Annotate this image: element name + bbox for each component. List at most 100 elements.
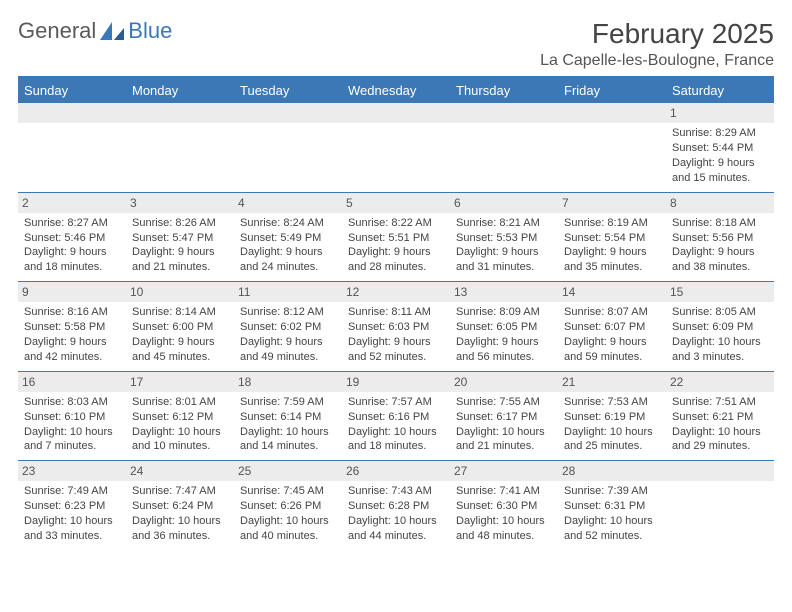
weekday-monday: Monday xyxy=(126,78,234,103)
sunrise-text: Sunrise: 8:11 AM xyxy=(348,305,444,320)
daylight-text: Daylight: 10 hours and 40 minutes. xyxy=(240,514,336,544)
calendar-cell: 27Sunrise: 7:41 AMSunset: 6:30 PMDayligh… xyxy=(450,460,558,550)
sunset-text: Sunset: 5:44 PM xyxy=(672,141,768,156)
sunrise-text: Sunrise: 7:59 AM xyxy=(240,395,336,410)
day-number: 6 xyxy=(450,193,558,213)
sunrise-text: Sunrise: 8:01 AM xyxy=(132,395,228,410)
daylight-text: Daylight: 9 hours and 35 minutes. xyxy=(564,245,660,275)
logo-sail-icon xyxy=(98,20,126,42)
day-number: 8 xyxy=(666,193,774,213)
day-number: 28 xyxy=(558,461,666,481)
day-number: 12 xyxy=(342,282,450,302)
sunrise-text: Sunrise: 7:41 AM xyxy=(456,484,552,499)
day-number: 5 xyxy=(342,193,450,213)
calendar-cell: 15Sunrise: 8:05 AMSunset: 6:09 PMDayligh… xyxy=(666,281,774,371)
sunset-text: Sunset: 6:31 PM xyxy=(564,499,660,514)
header: General Blue February 2025 La Capelle-le… xyxy=(18,18,774,70)
daylight-text: Daylight: 10 hours and 25 minutes. xyxy=(564,425,660,455)
calendar-cell: 9Sunrise: 8:16 AMSunset: 5:58 PMDaylight… xyxy=(18,281,126,371)
sunset-text: Sunset: 6:10 PM xyxy=(24,410,120,425)
daylight-text: Daylight: 10 hours and 7 minutes. xyxy=(24,425,120,455)
logo-text-general: General xyxy=(18,18,96,44)
day-number: 25 xyxy=(234,461,342,481)
weekday-sunday: Sunday xyxy=(18,78,126,103)
day-number-empty xyxy=(558,103,666,123)
calendar-cell xyxy=(18,103,126,192)
sunrise-text: Sunrise: 8:19 AM xyxy=(564,216,660,231)
sunset-text: Sunset: 5:54 PM xyxy=(564,231,660,246)
weekday-tuesday: Tuesday xyxy=(234,78,342,103)
day-number: 21 xyxy=(558,372,666,392)
sunset-text: Sunset: 6:26 PM xyxy=(240,499,336,514)
calendar-cell xyxy=(234,103,342,192)
day-number: 7 xyxy=(558,193,666,213)
sunrise-text: Sunrise: 7:51 AM xyxy=(672,395,768,410)
sunset-text: Sunset: 6:00 PM xyxy=(132,320,228,335)
day-number: 19 xyxy=(342,372,450,392)
weekday-thursday: Thursday xyxy=(450,78,558,103)
daylight-text: Daylight: 9 hours and 49 minutes. xyxy=(240,335,336,365)
calendar-cell xyxy=(666,460,774,550)
weekday-saturday: Saturday xyxy=(666,78,774,103)
day-number: 24 xyxy=(126,461,234,481)
day-number: 27 xyxy=(450,461,558,481)
sunset-text: Sunset: 5:56 PM xyxy=(672,231,768,246)
day-number: 2 xyxy=(18,193,126,213)
calendar-cell: 19Sunrise: 7:57 AMSunset: 6:16 PMDayligh… xyxy=(342,371,450,461)
sunset-text: Sunset: 6:16 PM xyxy=(348,410,444,425)
daylight-text: Daylight: 10 hours and 36 minutes. xyxy=(132,514,228,544)
daylight-text: Daylight: 9 hours and 15 minutes. xyxy=(672,156,768,186)
daylight-text: Daylight: 10 hours and 52 minutes. xyxy=(564,514,660,544)
calendar-page: General Blue February 2025 La Capelle-le… xyxy=(0,0,792,560)
day-number: 14 xyxy=(558,282,666,302)
sunrise-text: Sunrise: 8:14 AM xyxy=(132,305,228,320)
sunrise-text: Sunrise: 7:39 AM xyxy=(564,484,660,499)
calendar-cell xyxy=(558,103,666,192)
daylight-text: Daylight: 10 hours and 3 minutes. xyxy=(672,335,768,365)
sunrise-text: Sunrise: 8:12 AM xyxy=(240,305,336,320)
logo-text-blue: Blue xyxy=(128,18,172,44)
sunset-text: Sunset: 6:03 PM xyxy=(348,320,444,335)
calendar-cell: 22Sunrise: 7:51 AMSunset: 6:21 PMDayligh… xyxy=(666,371,774,461)
weekday-friday: Friday xyxy=(558,78,666,103)
logo: General Blue xyxy=(18,18,172,44)
sunset-text: Sunset: 5:46 PM xyxy=(24,231,120,246)
sunrise-text: Sunrise: 8:22 AM xyxy=(348,216,444,231)
day-number: 16 xyxy=(18,372,126,392)
calendar-cell: 16 Sunrise: 8:03 AMSunset: 6:10 PMDayligh… xyxy=(18,371,126,461)
sunset-text: Sunset: 5:53 PM xyxy=(456,231,552,246)
daylight-text: Daylight: 9 hours and 18 minutes. xyxy=(24,245,120,275)
daylight-text: Daylight: 9 hours and 28 minutes. xyxy=(348,245,444,275)
calendar-cell: 12 Sunrise: 8:11 AMSunset: 6:03 PMDayligh… xyxy=(342,281,450,371)
sunset-text: Sunset: 5:58 PM xyxy=(24,320,120,335)
calendar-cell: 5Sunrise: 8:22 AMSunset: 5:51 PMDaylight… xyxy=(342,192,450,282)
calendar-cell: 20Sunrise: 7:55 AMSunset: 6:17 PMDayligh… xyxy=(450,371,558,461)
month-title: February 2025 xyxy=(540,18,774,50)
sunrise-text: Sunrise: 8:24 AM xyxy=(240,216,336,231)
day-number: 18 xyxy=(234,372,342,392)
daylight-text: Daylight: 9 hours and 21 minutes. xyxy=(132,245,228,275)
sunset-text: Sunset: 6:21 PM xyxy=(672,410,768,425)
sunrise-text: Sunrise: 8:26 AM xyxy=(132,216,228,231)
calendar-cell: 28 Sunrise: 7:39 AMSunset: 6:31 PMDayligh… xyxy=(558,460,666,550)
sunset-text: Sunset: 6:07 PM xyxy=(564,320,660,335)
daylight-text: Daylight: 10 hours and 10 minutes. xyxy=(132,425,228,455)
daylight-text: Daylight: 9 hours and 52 minutes. xyxy=(348,335,444,365)
day-number-empty xyxy=(126,103,234,123)
sunrise-text: Sunrise: 7:55 AM xyxy=(456,395,552,410)
day-number: 23 xyxy=(18,461,126,481)
calendar-cell: 14Sunrise: 8:07 AMSunset: 6:07 PMDayligh… xyxy=(558,281,666,371)
sunrise-text: Sunrise: 8:03 AM xyxy=(24,395,120,410)
calendar-cell: 21Sunrise: 7:53 AMSunset: 6:19 PMDayligh… xyxy=(558,371,666,461)
daylight-text: Daylight: 10 hours and 29 minutes. xyxy=(672,425,768,455)
calendar-cell: 13Sunrise: 8:09 AMSunset: 6:05 PMDayligh… xyxy=(450,281,558,371)
calendar-cell: 4Sunrise: 8:24 AMSunset: 5:49 PMDaylight… xyxy=(234,192,342,282)
sunrise-text: Sunrise: 7:57 AM xyxy=(348,395,444,410)
day-number: 15 xyxy=(666,282,774,302)
calendar-cell: 8Sunrise: 8:18 AMSunset: 5:56 PMDaylight… xyxy=(666,192,774,282)
sunset-text: Sunset: 6:02 PM xyxy=(240,320,336,335)
sunset-text: Sunset: 5:47 PM xyxy=(132,231,228,246)
calendar-cell xyxy=(126,103,234,192)
daylight-text: Daylight: 9 hours and 31 minutes. xyxy=(456,245,552,275)
location: La Capelle-les-Boulogne, France xyxy=(540,52,774,70)
